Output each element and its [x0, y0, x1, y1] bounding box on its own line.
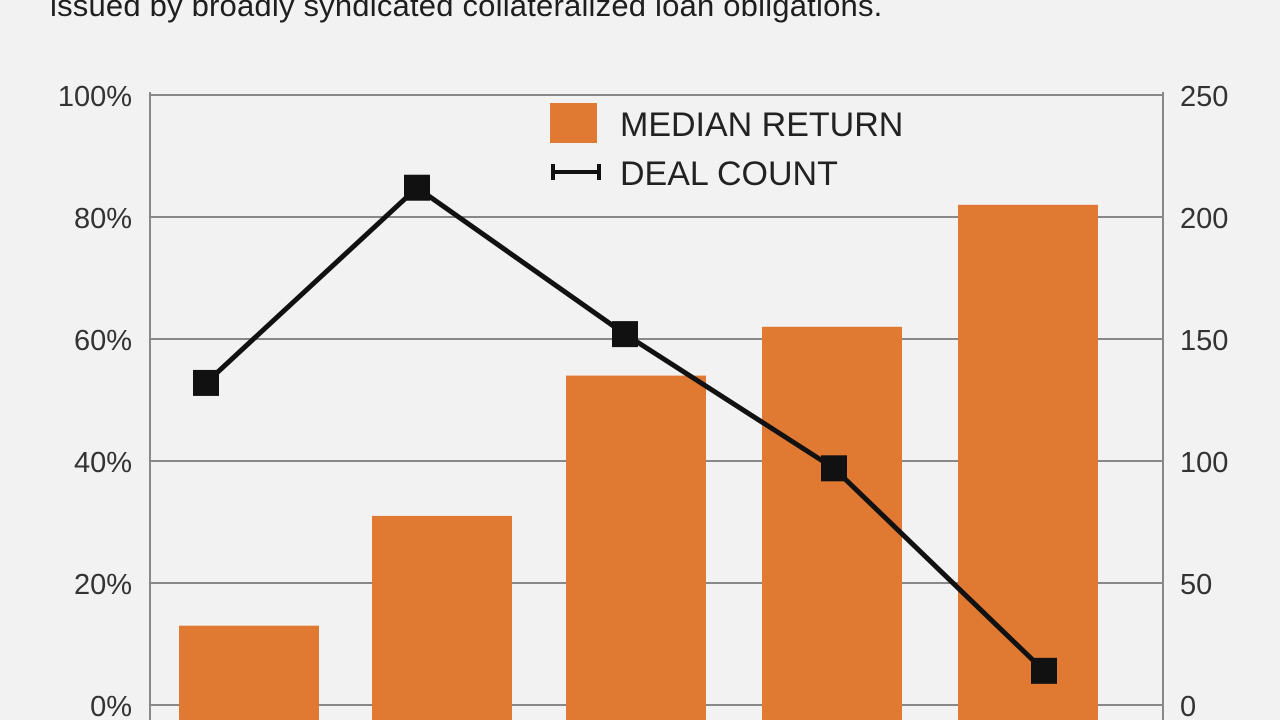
right-tick-label: 150 — [1180, 325, 1228, 357]
left-tick-label: 20% — [74, 569, 132, 601]
right-tick-label: 100 — [1180, 447, 1228, 479]
legend-swatch-median-return — [550, 103, 597, 143]
marker-deal-count — [404, 174, 430, 201]
marker-deal-count — [821, 455, 847, 482]
bar-median-return — [179, 625, 319, 720]
right-tick-label: 200 — [1180, 203, 1228, 235]
chart-legend: MEDIAN RETURN DEAL COUNT — [550, 103, 903, 193]
median-return-bars — [179, 204, 1098, 720]
left-tick-label: 100% — [58, 81, 132, 113]
bar-median-return — [372, 515, 512, 720]
right-tick-label: 50 — [1180, 569, 1212, 601]
right-tick-label: 250 — [1180, 81, 1228, 113]
bar-median-return — [958, 204, 1098, 720]
left-tick-label: 0% — [90, 691, 132, 720]
marker-deal-count — [612, 321, 638, 348]
deal-count-line — [193, 174, 1057, 684]
left-tick-label: 80% — [74, 203, 132, 235]
left-tick-label: 40% — [74, 447, 132, 479]
legend-label-median-return: MEDIAN RETURN — [620, 106, 903, 144]
left-axis-ticks: 0% 20% 40% 60% 80% 100% — [58, 81, 132, 720]
left-tick-label: 60% — [74, 325, 132, 357]
chart-caption: issued by broadly syndicated collaterali… — [50, 0, 883, 23]
bar-median-return — [762, 326, 902, 720]
marker-deal-count — [193, 369, 219, 396]
legend-label-deal-count: DEAL COUNT — [620, 155, 838, 193]
right-tick-label: 0 — [1180, 691, 1196, 720]
marker-deal-count — [1031, 657, 1057, 684]
bar-median-return — [566, 375, 706, 720]
right-axis-ticks: 0 50 100 150 200 250 — [1180, 81, 1228, 720]
